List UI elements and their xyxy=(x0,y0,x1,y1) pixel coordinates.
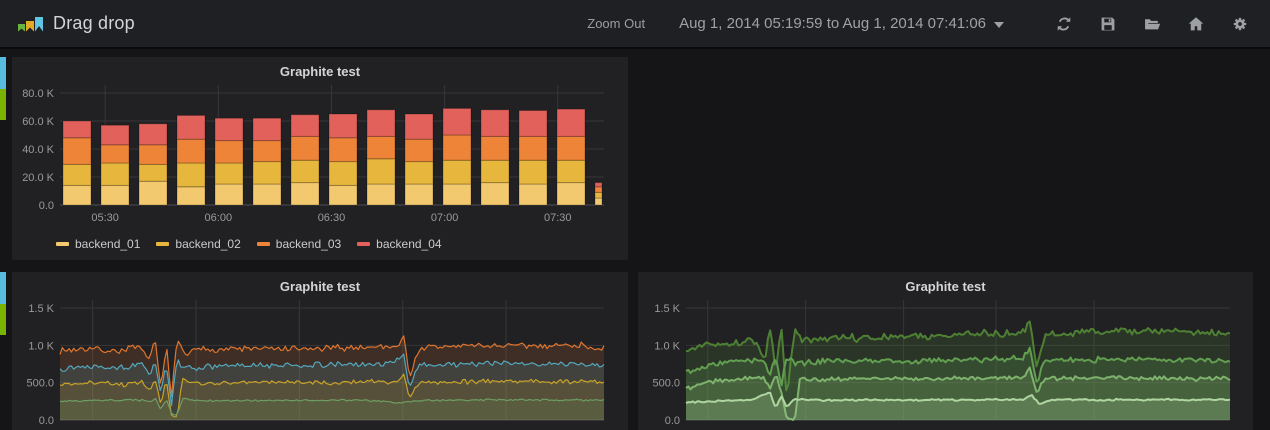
svg-text:500.0: 500.0 xyxy=(26,378,54,390)
logo-bar-yellow xyxy=(26,20,34,32)
logo-bar-blue xyxy=(35,16,43,32)
line-chart-plot[interactable]: 0.0 500.0 1.0 K 1.5 K xyxy=(12,272,628,430)
logo-bar-green xyxy=(18,23,25,32)
settings-button[interactable] xyxy=(1232,16,1248,32)
dashboard-brand[interactable]: Drag drop xyxy=(18,13,135,34)
legend-label: backend_03 xyxy=(275,237,342,251)
save-icon xyxy=(1101,17,1115,30)
open-dashboard-button[interactable] xyxy=(1144,16,1161,32)
legend-label: backend_02 xyxy=(175,237,241,251)
legend-item-backend_04[interactable]: backend_04 xyxy=(357,237,442,251)
legend-item-backend_03[interactable]: backend_03 xyxy=(256,237,342,251)
legend-swatch xyxy=(156,242,170,246)
bar-chart-plot[interactable]: 0.0 20.0 K 40.0 K 60.0 K 80.0 K 05:30 06:00 06:… xyxy=(12,57,628,260)
panel-line-chart-left: Graphite test 0.0 500.0 1.0 K 1.5 K xyxy=(12,272,628,430)
time-range-text: Aug 1, 2014 05:19:59 to Aug 1, 2014 07:4… xyxy=(679,15,986,32)
svg-text:60.0 K: 60.0 K xyxy=(22,116,54,128)
row2-drag-handle-green[interactable] xyxy=(0,304,6,335)
legend-label: backend_04 xyxy=(376,237,442,251)
svg-text:0.0: 0.0 xyxy=(39,415,54,427)
svg-text:80.0 K: 80.0 K xyxy=(22,88,54,100)
svg-text:07:30: 07:30 xyxy=(544,212,572,224)
svg-text:20.0 K: 20.0 K xyxy=(22,172,54,184)
row1-drag-handle-green[interactable] xyxy=(0,89,6,120)
svg-text:500.0: 500.0 xyxy=(652,378,680,390)
time-range-picker[interactable]: Aug 1, 2014 05:19:59 to Aug 1, 2014 07:4… xyxy=(679,15,1004,32)
row2-drag-handle-blue[interactable] xyxy=(0,272,6,304)
gear-icon xyxy=(1233,17,1247,30)
line-chart-plot[interactable]: 0.0 500.0 1.0 K 1.5 K xyxy=(638,272,1253,430)
grafana-logo-icon xyxy=(18,16,44,32)
legend-item-backend_01[interactable]: backend_01 xyxy=(56,237,140,251)
svg-text:1.5 K: 1.5 K xyxy=(28,303,54,315)
svg-text:05:30: 05:30 xyxy=(91,212,119,224)
row1-drag-handle-blue[interactable] xyxy=(0,57,6,89)
panel-title[interactable]: Graphite test xyxy=(905,279,986,294)
refresh-icon xyxy=(1057,16,1071,31)
panel-line-chart-right: Graphite test 0.0 500.0 1.0 K 1.5 K xyxy=(638,272,1253,430)
svg-text:06:30: 06:30 xyxy=(318,212,346,224)
svg-text:07:00: 07:00 xyxy=(431,212,459,224)
legend-label: backend_01 xyxy=(75,237,141,251)
legend: backend_01 backend_02 backend_03 backend_04 xyxy=(56,237,458,251)
svg-text:40.0 K: 40.0 K xyxy=(22,144,54,156)
legend-swatch xyxy=(357,242,371,246)
panel-title[interactable]: Graphite test xyxy=(279,279,361,294)
panel-title[interactable]: Graphite test xyxy=(279,64,361,79)
home-button[interactable] xyxy=(1188,16,1204,32)
svg-text:1.0 K: 1.0 K xyxy=(28,340,54,352)
home-icon xyxy=(1188,16,1204,30)
legend-swatch xyxy=(256,242,270,246)
svg-text:0.0: 0.0 xyxy=(39,200,54,212)
svg-text:1.5 K: 1.5 K xyxy=(654,303,680,315)
top-navbar: Drag drop Zoom Out Aug 1, 2014 05:19:59 … xyxy=(0,0,1270,49)
zoom-out-button[interactable]: Zoom Out xyxy=(587,16,646,31)
svg-text:06:00: 06:00 xyxy=(205,212,233,224)
refresh-button[interactable] xyxy=(1056,16,1072,32)
save-button[interactable] xyxy=(1100,16,1116,32)
panel-bar-chart: Graphite test 0.0 20.0 K 40.0 K 60.0 K 80.0 … xyxy=(12,57,628,260)
svg-text:0.0: 0.0 xyxy=(665,415,680,427)
legend-swatch xyxy=(56,242,69,246)
chevron-down-icon xyxy=(994,21,1004,28)
legend-item-backend_02[interactable]: backend_02 xyxy=(156,237,241,251)
open-folder-icon xyxy=(1145,18,1161,29)
svg-text:1.0 K: 1.0 K xyxy=(654,340,680,352)
dashboard-title: Drag drop xyxy=(53,13,135,33)
